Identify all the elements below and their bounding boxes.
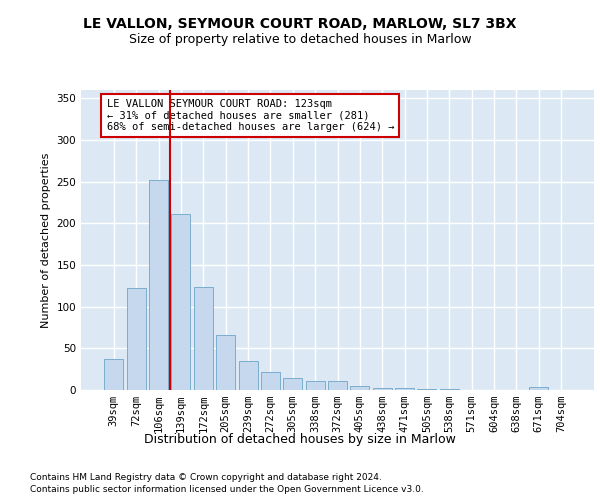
- Bar: [418, 389, 436, 390]
- Bar: [172, 214, 190, 390]
- Bar: [239, 361, 257, 390]
- Text: LE VALLON SEYMOUR COURT ROAD: 123sqm
← 31% of detached houses are smaller (281)
: LE VALLON SEYMOUR COURT ROAD: 123sqm ← 3…: [107, 99, 394, 132]
- Bar: [127, 288, 146, 390]
- Bar: [149, 180, 168, 390]
- Bar: [373, 388, 392, 390]
- Bar: [440, 389, 459, 390]
- Bar: [216, 335, 235, 390]
- Bar: [194, 286, 213, 390]
- Text: Contains public sector information licensed under the Open Government Licence v3: Contains public sector information licen…: [30, 485, 424, 494]
- Text: LE VALLON, SEYMOUR COURT ROAD, MARLOW, SL7 3BX: LE VALLON, SEYMOUR COURT ROAD, MARLOW, S…: [83, 18, 517, 32]
- Bar: [283, 378, 302, 390]
- Bar: [261, 372, 280, 390]
- Bar: [104, 359, 124, 390]
- Bar: [529, 386, 548, 390]
- Text: Distribution of detached houses by size in Marlow: Distribution of detached houses by size …: [144, 432, 456, 446]
- Y-axis label: Number of detached properties: Number of detached properties: [41, 152, 51, 328]
- Bar: [395, 388, 414, 390]
- Text: Contains HM Land Registry data © Crown copyright and database right 2024.: Contains HM Land Registry data © Crown c…: [30, 472, 382, 482]
- Text: Size of property relative to detached houses in Marlow: Size of property relative to detached ho…: [128, 32, 472, 46]
- Bar: [350, 386, 370, 390]
- Bar: [305, 381, 325, 390]
- Bar: [328, 381, 347, 390]
